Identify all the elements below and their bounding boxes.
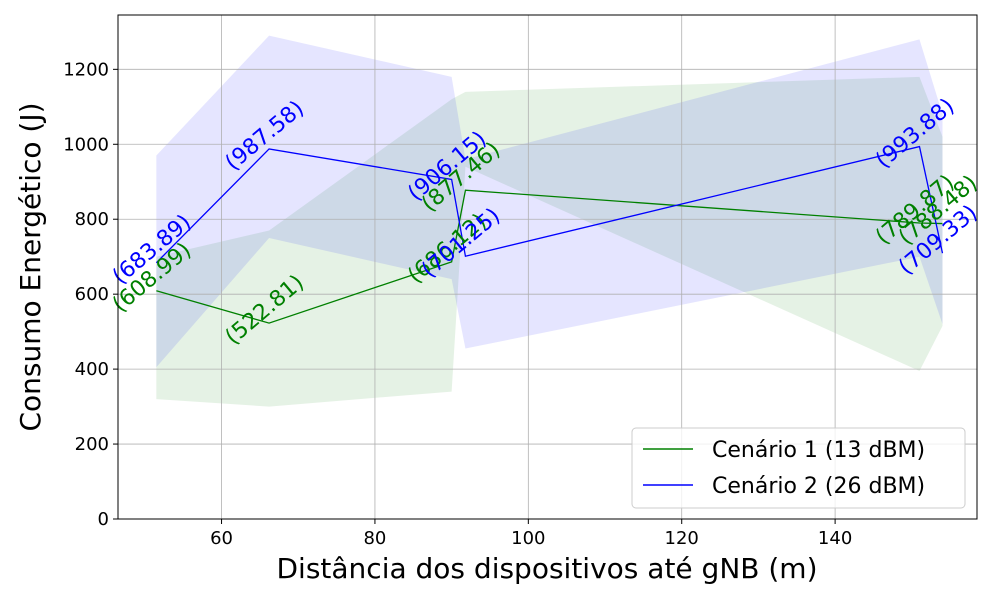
y-tick-label: 1000: [63, 134, 109, 155]
x-tick-label: 100: [511, 528, 545, 549]
x-tick-label: 60: [210, 528, 233, 549]
axis-ticks: 60 80 100 120 140 0 200 400 600 800 1000 1200: [63, 59, 852, 549]
y-tick-label: 0: [98, 509, 109, 530]
x-tick-label: 80: [363, 528, 386, 549]
x-tick-label: 120: [665, 528, 699, 549]
confidence-bands: [156, 35, 943, 407]
legend-box: [631, 427, 966, 509]
line-series-2: [155, 145, 944, 264]
legend-label-cenario-1: Cenário 1 (13 dBM): [712, 438, 925, 463]
band-series-1: [156, 76, 943, 407]
y-tick-label: 800: [75, 209, 109, 230]
band-series-2: [156, 35, 943, 368]
x-axis-title: Distância dos dispositivos até gNB (m): [276, 552, 817, 585]
line-series-1: [156, 189, 943, 324]
legend-label-cenario-2: Cenário 2 (26 dBM): [712, 474, 925, 499]
y-tick-label: 600: [75, 284, 109, 305]
plot-frame: [117, 14, 978, 520]
y-axis-title: Consumo Energético (J): [14, 102, 47, 431]
y-tick-label: 1200: [63, 59, 109, 80]
series-lines: [155, 145, 944, 324]
y-tick-label: 200: [75, 434, 109, 455]
legend: Cenário 1 (13 dBM) Cenário 2 (26 dBM): [631, 427, 966, 509]
x-tick-label: 140: [818, 528, 852, 549]
y-tick-label: 400: [75, 359, 109, 380]
